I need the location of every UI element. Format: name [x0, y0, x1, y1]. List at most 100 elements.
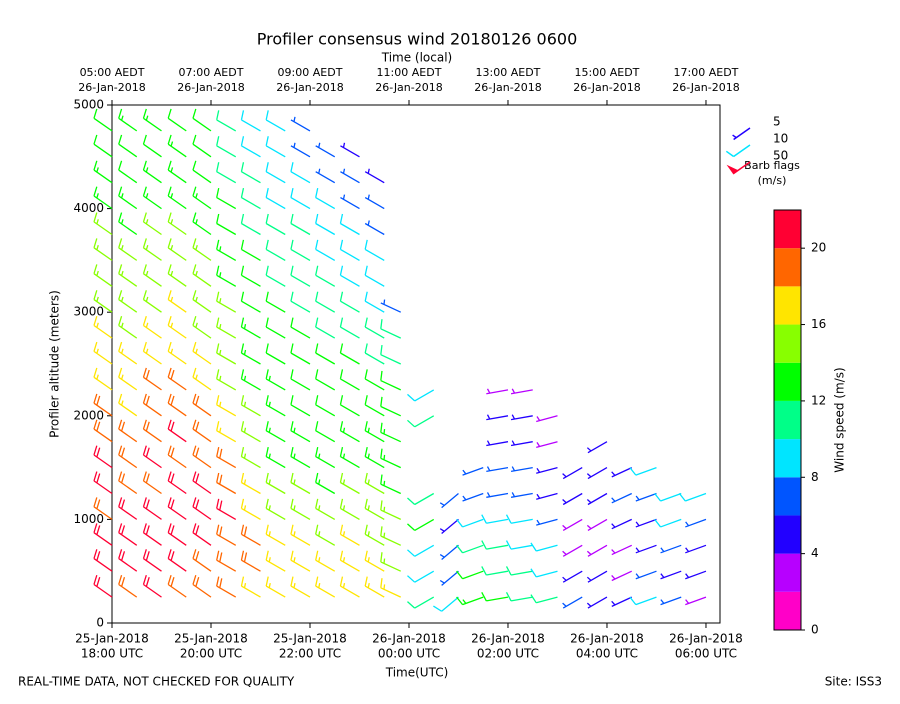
colorbar-swatch [774, 248, 801, 287]
footer-left: REAL-TIME DATA, NOT CHECKED FOR QUALITY [18, 675, 295, 689]
wind-barb [93, 264, 113, 287]
wind-barb [635, 518, 657, 528]
x-axis-label: Time(UTC) [385, 666, 449, 680]
wind-barb [505, 592, 533, 602]
wind-barb [510, 388, 533, 395]
wind-barb [240, 421, 261, 443]
wind-barb [290, 265, 311, 287]
wind-barb [142, 575, 162, 598]
wind-barb [407, 596, 435, 609]
wind-barb [685, 596, 707, 606]
wind-barb [536, 441, 558, 449]
wind-barb [216, 239, 237, 261]
wind-barb [192, 419, 212, 443]
wind-barb [315, 576, 336, 598]
wind-barb [380, 526, 402, 546]
wind-barb [510, 440, 533, 447]
wind-barb [93, 445, 113, 469]
wind-barb [216, 576, 237, 598]
wind-barb [486, 388, 509, 395]
wind-barb [439, 544, 459, 560]
y-axis-label: Profiler altitude (meters) [48, 290, 62, 438]
wind-barb [380, 474, 402, 495]
wind-barb [339, 472, 360, 495]
wind-barb [290, 576, 311, 598]
wind-barb [265, 187, 286, 210]
legend-barb [726, 161, 751, 175]
colorbar-tick-label: 4 [811, 546, 819, 560]
wind-barb [407, 570, 435, 583]
wind-barb [192, 575, 212, 598]
wind-barb [240, 472, 261, 495]
wind-barb [510, 492, 533, 498]
y-tick-label: 3000 [73, 305, 104, 319]
wind-barb [142, 316, 162, 339]
x2-tick-label: 09:00 AEDT [278, 66, 343, 79]
wind-barb [118, 549, 138, 572]
wind-barb [315, 187, 336, 210]
x-tick-label: 26-Jan-2018 [669, 632, 743, 646]
wind-barb [380, 422, 402, 443]
wind-barb [93, 238, 113, 261]
chart-title: Profiler consensus wind 20180126 0600 [257, 30, 578, 49]
wind-barb [364, 168, 385, 184]
wind-barb [216, 343, 237, 365]
wind-barb [240, 524, 261, 546]
x-tick-label: 00:00 UTC [378, 647, 440, 661]
wind-barb [192, 471, 212, 495]
wind-barb [216, 187, 237, 210]
wind-barb [118, 341, 138, 365]
wind-barb [118, 108, 138, 132]
wind-barb [635, 492, 657, 502]
wind-barb [290, 472, 311, 495]
wind-barb [216, 395, 237, 417]
wind-barb [192, 523, 212, 546]
wind-barb [265, 446, 286, 469]
wind-barb [315, 498, 336, 520]
wind-barb [364, 421, 385, 443]
wind-barb [265, 472, 286, 495]
wind-barb [142, 497, 162, 520]
wind-barb [339, 343, 360, 365]
wind-barb [380, 578, 402, 598]
wind-barb [510, 466, 533, 473]
wind-barb [142, 264, 162, 287]
wind-barb [536, 466, 558, 474]
x2-tick-label: 07:00 AEDT [179, 66, 244, 79]
wind-barb [629, 466, 657, 476]
wind-barb [654, 492, 682, 502]
wind-barb [167, 549, 187, 572]
wind-barb [265, 550, 286, 572]
wind-barb [315, 472, 336, 495]
x2-tick-label: 26-Jan-2018 [276, 81, 344, 94]
wind-barb [93, 134, 113, 158]
colorbar-swatch [774, 591, 801, 630]
wind-barb [216, 550, 237, 572]
wind-barb [481, 566, 509, 576]
wind-barb [364, 576, 385, 598]
colorbar-swatch [774, 477, 801, 516]
wind-barb [265, 421, 286, 443]
wind-barb [407, 415, 435, 428]
wind-barb [93, 186, 113, 210]
wind-barb [240, 343, 261, 365]
wind-barb [192, 393, 212, 417]
wind-barb [339, 317, 360, 339]
x2-tick-label: 11:00 AEDT [377, 66, 442, 79]
wind-barb [481, 540, 509, 550]
wind-barb [530, 594, 558, 604]
wind-barb [380, 500, 402, 520]
wind-barb [167, 471, 187, 495]
wind-barb [192, 316, 212, 339]
wind-barb [142, 393, 162, 417]
wind-barb [93, 316, 113, 339]
wind-barb [93, 290, 113, 313]
y-tick-label: 5000 [73, 98, 104, 112]
x-tick-label: 25-Jan-2018 [174, 632, 248, 646]
wind-barb [192, 160, 212, 184]
x2-tick-label: 15:00 AEDT [575, 66, 640, 79]
wind-barb [505, 514, 533, 524]
wind-barb [290, 239, 311, 261]
colorbar-tick-label: 12 [811, 393, 826, 407]
wind-barb [167, 186, 187, 210]
